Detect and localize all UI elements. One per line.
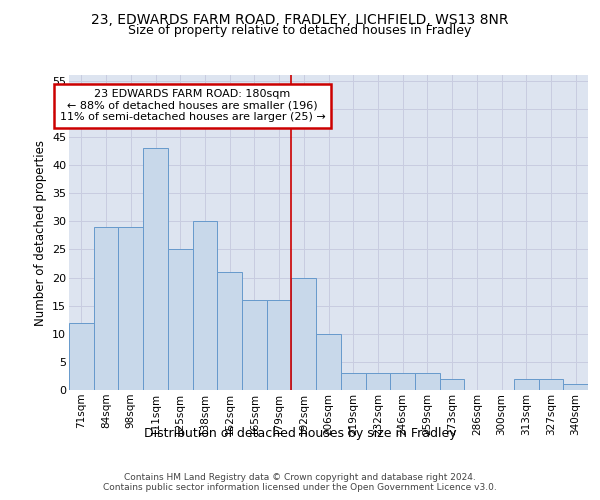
Bar [118,227,143,390]
Bar [415,373,440,390]
Text: 23 EDWARDS FARM ROAD: 180sqm
← 88% of detached houses are smaller (196)
11% of s: 23 EDWARDS FARM ROAD: 180sqm ← 88% of de… [59,89,325,122]
Bar [69,322,94,390]
Bar [365,373,390,390]
Bar [514,379,539,390]
Y-axis label: Number of detached properties: Number of detached properties [34,140,47,326]
Bar [440,379,464,390]
Bar [143,148,168,390]
Bar [539,379,563,390]
Text: Distribution of detached houses by size in Fradley: Distribution of detached houses by size … [143,428,457,440]
Bar [168,250,193,390]
Text: Contains public sector information licensed under the Open Government Licence v3: Contains public sector information licen… [103,482,497,492]
Bar [316,334,341,390]
Bar [341,373,365,390]
Bar [242,300,267,390]
Bar [94,227,118,390]
Text: 23, EDWARDS FARM ROAD, FRADLEY, LICHFIELD, WS13 8NR: 23, EDWARDS FARM ROAD, FRADLEY, LICHFIEL… [91,12,509,26]
Bar [563,384,588,390]
Bar [267,300,292,390]
Bar [217,272,242,390]
Text: Contains HM Land Registry data © Crown copyright and database right 2024.: Contains HM Land Registry data © Crown c… [124,472,476,482]
Text: Size of property relative to detached houses in Fradley: Size of property relative to detached ho… [128,24,472,37]
Bar [292,278,316,390]
Bar [193,221,217,390]
Bar [390,373,415,390]
